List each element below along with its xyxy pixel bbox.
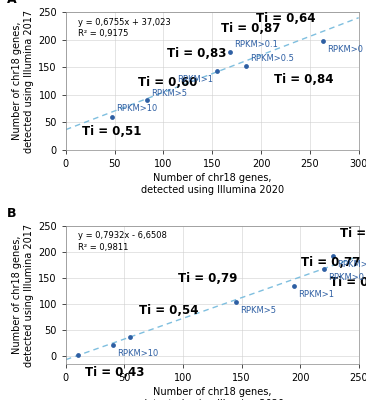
Point [243, 63, 249, 69]
Point [110, 342, 116, 348]
Text: RPKM>5: RPKM>5 [151, 88, 187, 98]
Text: RPKM>0.1: RPKM>0.1 [234, 40, 278, 49]
Text: RPKM>0: RPKM>0 [327, 46, 363, 54]
X-axis label: Number of chr18 genes,
detected using Illumina 2020: Number of chr18 genes, detected using Il… [141, 387, 284, 400]
Text: A: A [7, 0, 17, 6]
Text: B: B [7, 208, 17, 220]
Point [227, 48, 233, 55]
Text: Ti = 0,83: Ti = 0,83 [167, 47, 226, 60]
Text: Ti = 0,71: Ti = 0,71 [340, 226, 366, 240]
X-axis label: Number of chr18 genes,
detected using Illumina 2020: Number of chr18 genes, detected using Il… [141, 173, 284, 195]
Text: RPKM>0: RPKM>0 [337, 260, 366, 269]
Text: RPKM>5: RPKM>5 [240, 306, 276, 315]
Point [75, 352, 81, 358]
Text: Ti = 0,84: Ti = 0,84 [274, 73, 334, 86]
Point [109, 114, 115, 120]
Text: y = 0,7932x - 6,6508
R² = 0,9811: y = 0,7932x - 6,6508 R² = 0,9811 [78, 232, 167, 252]
Point [144, 97, 150, 104]
Text: RPKM>10: RPKM>10 [116, 104, 157, 113]
Text: Ti = 0,64: Ti = 0,64 [256, 12, 315, 24]
Point [330, 253, 336, 259]
Point [320, 38, 325, 44]
Text: Ti = 0,79: Ti = 0,79 [178, 272, 238, 285]
Text: y = 0,6755x + 37,023
R² = 0,9175: y = 0,6755x + 37,023 R² = 0,9175 [78, 18, 170, 38]
Point [233, 299, 239, 305]
Text: Ti = 0,87: Ti = 0,87 [221, 22, 280, 35]
Text: Ti = 0,54: Ti = 0,54 [139, 304, 198, 318]
Text: RPKM>0.1: RPKM>0.1 [328, 273, 366, 282]
Point [321, 266, 326, 272]
Text: Ti = 0,51: Ti = 0,51 [82, 125, 141, 138]
Text: Ti = 0,67: Ti = 0,67 [330, 276, 366, 289]
Point [127, 334, 133, 340]
Text: Ti = 0,60: Ti = 0,60 [138, 76, 197, 89]
Text: RPKM>1: RPKM>1 [177, 75, 213, 84]
Y-axis label: Number of chr18 genes,
detected using Illumina 2017: Number of chr18 genes, detected using Il… [12, 10, 34, 152]
Y-axis label: Number of chr18 genes,
detected using Illumina 2017: Number of chr18 genes, detected using Il… [12, 224, 34, 366]
Point [291, 283, 297, 289]
Text: RPKM>10: RPKM>10 [117, 350, 158, 358]
Text: RPKM>1: RPKM>1 [298, 290, 335, 299]
Text: Ti = 0,77: Ti = 0,77 [301, 256, 361, 269]
Point [214, 68, 220, 74]
Text: RPKM>0.5: RPKM>0.5 [251, 54, 295, 63]
Text: Ti = 0,43: Ti = 0,43 [85, 366, 144, 379]
